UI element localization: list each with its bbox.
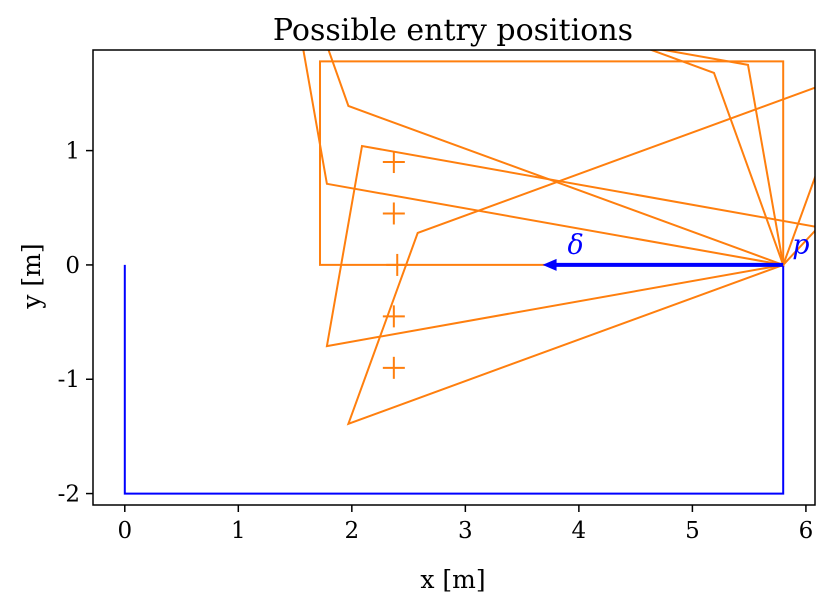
x-tick-label-5: 5 [685,518,700,544]
entry-center-marker-2 [382,305,405,328]
x-tick-label-0: 0 [117,518,132,544]
axis-ticks: 0 1 2 3 4 5 6 -2 -1 0 1 [58,139,814,544]
entry-rect-2 [325,144,815,348]
p-label: p [792,229,809,260]
y-tick-label-2: 0 [65,253,80,279]
x-tick-label-4: 4 [572,518,587,544]
delta-label: δ [568,229,584,260]
x-tick-label-3: 3 [458,518,473,544]
entry-rect-3 [327,50,785,267]
delta-arrow-head [542,258,557,271]
entry-center-marker-3 [382,151,405,174]
y-tick-label-0: -2 [58,482,80,508]
x-tick-label-1: 1 [231,518,246,544]
boundary-line [123,264,785,495]
entry-center-marker-1 [382,202,405,225]
entry-rect-0 [319,60,785,266]
y-tick-label-3: 1 [65,139,80,165]
x-tick-label-2: 2 [345,518,360,544]
chart-title: Possible entry positions [273,13,633,48]
plot-frame [92,49,816,506]
x-tick-label-6: 6 [799,518,814,544]
y-axis-label: y [m] [17,243,46,309]
entry-center-marker-0 [386,253,409,276]
entry-rect-4 [346,86,815,426]
y-tick-label-1: -1 [58,367,80,393]
x-axis-label: x [m] [420,565,485,594]
entry-center-marker-4 [382,356,405,379]
